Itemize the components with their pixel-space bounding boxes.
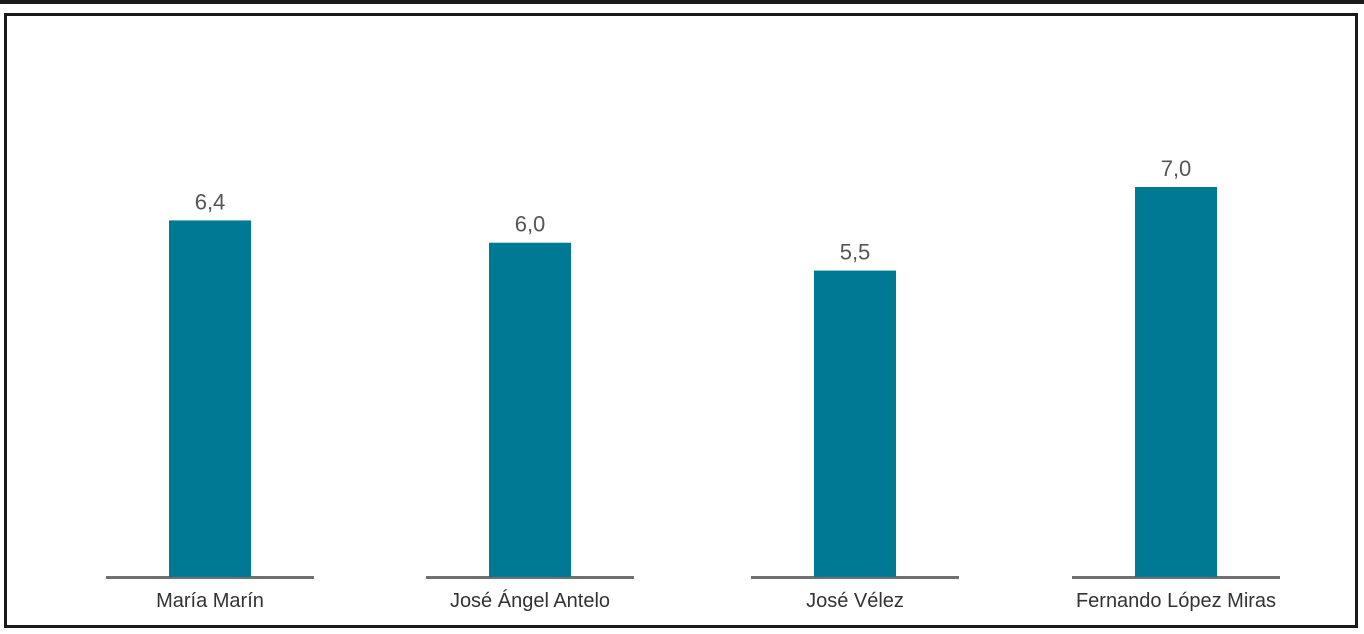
bar-3: [1135, 187, 1217, 577]
value-label-1: 6,0: [515, 212, 546, 237]
baselines: [106, 576, 1280, 579]
bar-2: [814, 270, 896, 577]
baseline-1: [426, 576, 634, 579]
category-label-3: Fernando López Miras: [1076, 590, 1276, 612]
baseline-0: [106, 576, 314, 579]
category-labels: María Marín José Ángel Antelo José Vélez Fe…: [156, 589, 1276, 612]
bars: [169, 187, 1217, 577]
bar-1: [489, 242, 571, 577]
top-rule: [0, 0, 1364, 4]
value-label-3: 7,0: [1161, 156, 1192, 181]
category-label-0: María Marín: [156, 590, 264, 612]
value-labels: 6,4 6,0 5,5 7,0: [195, 156, 1192, 265]
bar-0: [169, 220, 251, 577]
category-label-2: José Vélez: [806, 590, 904, 612]
value-label-0: 6,4: [195, 189, 226, 214]
value-label-2: 5,5: [840, 240, 871, 265]
category-label-1: José Ángel Antelo: [450, 589, 610, 612]
baseline-3: [1072, 576, 1280, 579]
baseline-2: [751, 576, 959, 579]
